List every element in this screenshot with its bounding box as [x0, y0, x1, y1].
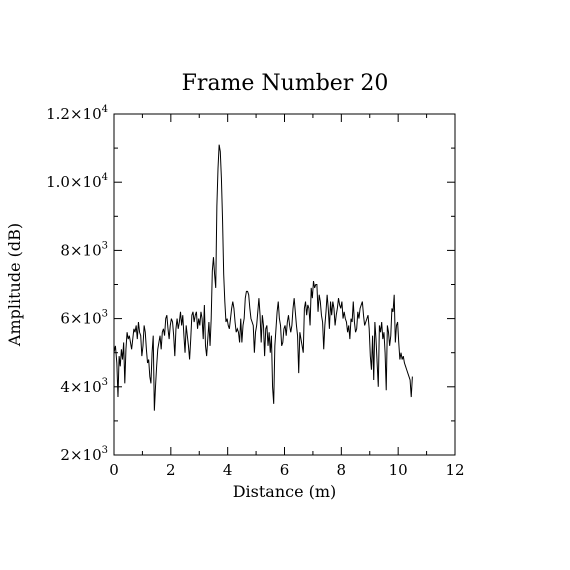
x-tick-label: 6: [280, 461, 290, 479]
x-tick-label: 4: [223, 461, 233, 479]
x-tick-label: 2: [166, 461, 176, 479]
y-tick-label: 6×103: [60, 309, 108, 328]
chart-title: Frame Number 20: [182, 71, 389, 96]
x-tick-labels: 0 2 4 6 8 10 12: [109, 461, 464, 479]
x-tick-label: 12: [445, 461, 464, 479]
y-tick-label: 4×103: [60, 377, 108, 396]
y-tick-labels: 2×103 4×103 6×103 8×103 1.0×104 1.2×104: [46, 104, 108, 464]
y-tick-label: 1.2×104: [46, 104, 108, 123]
x-axis-title: Distance (m): [233, 482, 337, 501]
x-tick-label: 10: [389, 461, 408, 479]
y-axis-title: Amplitude (dB): [5, 223, 24, 347]
y-tick-label: 8×103: [60, 240, 108, 259]
y-tick-label: 1.0×104: [46, 172, 108, 191]
series-line: [113, 144, 413, 411]
plot-frame: [113, 113, 456, 456]
y-tick-label: 2×103: [60, 445, 108, 464]
x-tick-label: 0: [109, 461, 119, 479]
x-tick-label: 8: [337, 461, 347, 479]
